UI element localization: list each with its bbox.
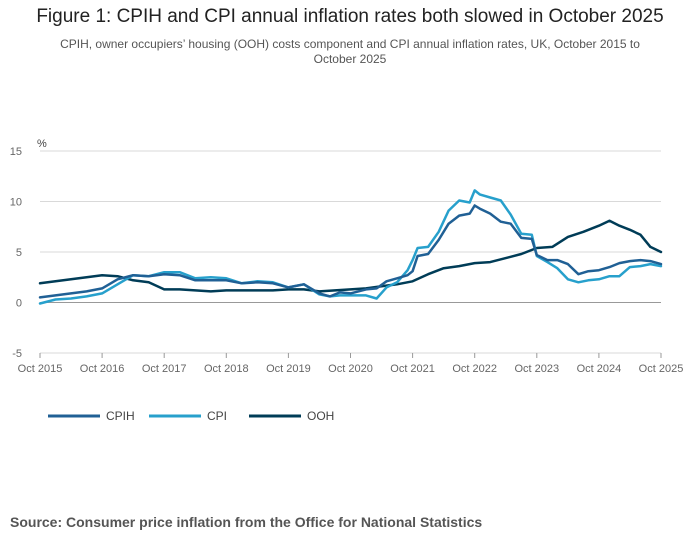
- y-tick-label: 15: [10, 146, 22, 158]
- x-tick-label: Oct 2018: [204, 363, 249, 375]
- y-tick-label: 5: [16, 247, 22, 259]
- legend: CPIH CPI OOH: [48, 409, 334, 423]
- series-lines: [38, 189, 663, 305]
- source-note: Source: Consumer price inflation from th…: [10, 514, 483, 530]
- chart-subtitle: CPIH, owner occupiers’ housing (OOH) cos…: [60, 37, 640, 66]
- chart-title: Figure 1: CPIH and CPI annual inflation …: [36, 6, 664, 27]
- legend-label-cpi: CPI: [207, 409, 227, 423]
- x-tick-label: Oct 2024: [577, 363, 622, 375]
- x-tick-label: Oct 2017: [142, 363, 187, 375]
- series-line-cpih: [38, 204, 663, 299]
- legend-label-cpih: CPIH: [106, 409, 135, 423]
- axes: 15 10 5 0 -5 Oct 2015 Oct 2016 Oct 2017 Oct 2018…: [10, 146, 684, 375]
- x-tick-label: Oct 2022: [452, 363, 497, 375]
- legend-label-ooh: OOH: [307, 409, 334, 423]
- y-axis-unit-label: %: [37, 138, 47, 150]
- y-tick-label: 10: [10, 197, 22, 209]
- x-tick-label: Oct 2019: [266, 363, 311, 375]
- y-tick-label: -5: [12, 348, 22, 360]
- x-tick-label: Oct 2023: [514, 363, 559, 375]
- gridlines: [40, 150, 661, 354]
- x-tick-label: Oct 2021: [390, 363, 435, 375]
- y-tick-label: 0: [16, 298, 22, 310]
- x-tick-label: Oct 2016: [80, 363, 125, 375]
- series-line-cpi: [38, 189, 663, 305]
- x-tick-label: Oct 2015: [18, 363, 63, 375]
- series-line-ooh: [38, 219, 663, 293]
- x-tick-label: Oct 2025: [639, 363, 684, 375]
- x-tick-label: Oct 2020: [328, 363, 373, 375]
